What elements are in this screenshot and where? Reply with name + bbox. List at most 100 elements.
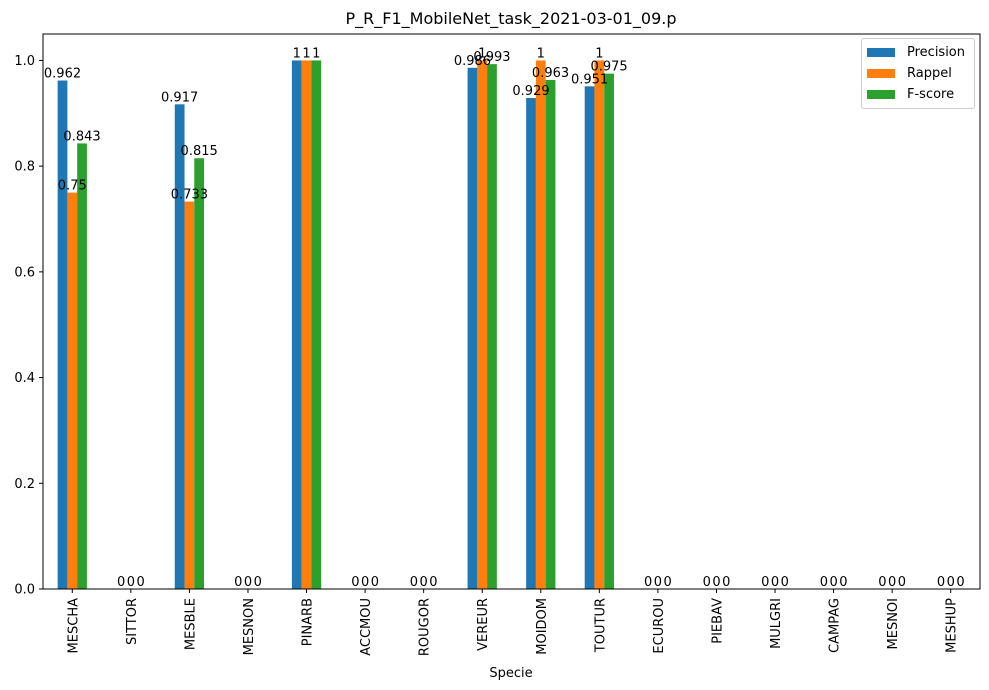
x-tick-label-accmou: ACCMOU xyxy=(359,598,374,656)
data-label-rappel-piebav: 0 xyxy=(712,575,720,590)
data-label-rappel-accmou: 0 xyxy=(361,575,369,590)
data-label-f-score-piebav: 0 xyxy=(722,575,730,590)
x-tick-label-moidom: MOIDOM xyxy=(535,598,550,655)
bar-f-score-vereur xyxy=(487,64,497,590)
data-label-f-score-mulgri: 0 xyxy=(781,575,789,590)
legend-label: Rappel xyxy=(907,66,952,81)
bar-rappel-vereur xyxy=(477,60,488,589)
data-label-rappel-rougor: 0 xyxy=(420,575,428,590)
x-tick-label-piebav: PIEBAV xyxy=(710,598,725,644)
x-tick-label-vereur: VEREUR xyxy=(476,598,491,651)
data-label-precision-toutur: 0.951 xyxy=(571,72,608,87)
data-label-f-score-moidom: 0.963 xyxy=(532,66,569,81)
bar-rappel-moidom xyxy=(535,60,546,589)
data-label-precision-ecurou: 0 xyxy=(644,575,652,590)
data-label-f-score-pinarb: 1 xyxy=(312,46,320,61)
x-tick-label-mulgri: MULGRI xyxy=(769,598,784,649)
plot-frame xyxy=(42,33,981,590)
data-label-f-score-meshup: 0 xyxy=(956,575,964,590)
legend-swatch xyxy=(867,90,895,99)
data-label-precision-rougor: 0 xyxy=(410,575,418,590)
data-label-precision-meshup: 0 xyxy=(937,575,945,590)
y-tick-label: 0.4 xyxy=(14,371,35,386)
data-label-rappel-toutur: 1 xyxy=(595,46,603,61)
x-tick-label-mesble: MESBLE xyxy=(183,598,198,650)
data-label-precision-accmou: 0 xyxy=(351,575,359,590)
data-label-rappel-pinarb: 1 xyxy=(302,46,310,61)
bar-rappel-mesble xyxy=(184,201,195,590)
data-label-rappel-sittor: 0 xyxy=(127,575,135,590)
x-tick-label-toutur: TOUTUR xyxy=(593,598,608,653)
data-label-f-score-mesnoi: 0 xyxy=(898,575,906,590)
data-label-rappel-mesnoi: 0 xyxy=(888,575,896,590)
x-tick-label-rougor: ROUGOR xyxy=(418,598,433,656)
data-label-rappel-mesble: 0.733 xyxy=(171,188,208,203)
data-label-f-score-mesble: 0.815 xyxy=(181,144,218,159)
data-label-rappel-moidom: 1 xyxy=(537,46,545,61)
legend-item-f-score: F-score xyxy=(862,84,974,105)
x-tick-label-ecurou: ECUROU xyxy=(652,598,667,654)
bar-f-score-pinarb xyxy=(311,60,322,589)
legend-item-precision: Precision xyxy=(862,42,974,63)
data-label-precision-moidom: 0.929 xyxy=(512,84,549,99)
y-tick-label: 0.8 xyxy=(14,160,35,175)
chart-legend: Precision Rappel F-score xyxy=(861,38,975,109)
bar-f-score-toutur xyxy=(604,73,614,589)
data-label-precision-mulgri: 0 xyxy=(761,575,769,590)
y-tick-label: 0.0 xyxy=(14,583,35,598)
bar-rappel-toutur xyxy=(594,60,605,589)
bar-precision-mescha xyxy=(57,80,68,589)
data-label-precision-mesble: 0.917 xyxy=(161,90,198,105)
x-tick-label-pinarb: PINARB xyxy=(301,598,316,646)
bar-precision-moidom xyxy=(526,97,536,589)
data-label-f-score-sittor: 0 xyxy=(136,575,144,590)
chart-title: P_R_F1_MobileNet_task_2021-03-01_09.p xyxy=(346,9,677,29)
legend-label: Precision xyxy=(907,45,966,60)
data-label-f-score-toutur: 0.975 xyxy=(590,60,627,75)
bar-rappel-mescha xyxy=(67,192,78,590)
x-tick-label-campag: CAMPAG xyxy=(828,598,843,653)
x-tick-label-sittor: SITTOR xyxy=(125,598,140,645)
data-label-rappel-vereur: 1 xyxy=(478,46,486,61)
data-label-rappel-meshup: 0 xyxy=(947,575,955,590)
data-label-rappel-mesnon: 0 xyxy=(244,575,252,590)
data-label-f-score-vereur: 0.993 xyxy=(473,50,510,65)
bar-precision-pinarb xyxy=(291,60,302,589)
x-axis-label: Specie xyxy=(489,666,532,681)
data-label-f-score-rougor: 0 xyxy=(429,575,437,590)
legend-label: F-score xyxy=(907,87,955,102)
data-label-f-score-accmou: 0 xyxy=(371,575,379,590)
data-label-precision-vereur: 0.986 xyxy=(454,54,491,69)
x-tick-label-mescha: MESCHA xyxy=(66,598,81,654)
x-tick-label-mesnon: MESNON xyxy=(242,598,257,655)
data-label-rappel-mulgri: 0 xyxy=(771,575,779,590)
data-label-precision-mesnon: 0 xyxy=(234,575,242,590)
legend-swatch xyxy=(867,69,895,78)
data-label-f-score-ecurou: 0 xyxy=(664,575,672,590)
legend-swatch xyxy=(867,48,895,57)
bar-rappel-pinarb xyxy=(301,60,312,589)
data-label-precision-sittor: 0 xyxy=(117,575,125,590)
data-label-precision-mesnoi: 0 xyxy=(878,575,886,590)
bar-precision-vereur xyxy=(467,67,478,590)
data-label-precision-pinarb: 1 xyxy=(293,46,301,61)
data-label-rappel-mescha: 0.75 xyxy=(58,179,87,194)
bar-f-score-mescha xyxy=(77,143,87,589)
data-label-precision-piebav: 0 xyxy=(703,575,711,590)
bar-precision-toutur xyxy=(584,86,595,589)
data-label-precision-mescha: 0.962 xyxy=(44,67,81,82)
data-label-precision-campag: 0 xyxy=(820,575,828,590)
y-tick-label: 0.2 xyxy=(14,477,35,492)
bar-precision-mesble xyxy=(174,104,185,590)
data-label-f-score-mesnon: 0 xyxy=(254,575,262,590)
data-label-rappel-ecurou: 0 xyxy=(654,575,662,590)
x-tick-label-meshup: MESHUP xyxy=(945,598,960,653)
x-tick-label-mesnoi: MESNOI xyxy=(886,598,901,649)
data-label-f-score-mescha: 0.843 xyxy=(63,129,100,144)
legend-item-rappel: Rappel xyxy=(862,63,974,84)
bar-f-score-moidom xyxy=(545,79,556,589)
data-label-rappel-campag: 0 xyxy=(829,575,837,590)
bar-f-score-mesble xyxy=(194,158,205,589)
y-tick-label: 1.0 xyxy=(14,54,35,69)
